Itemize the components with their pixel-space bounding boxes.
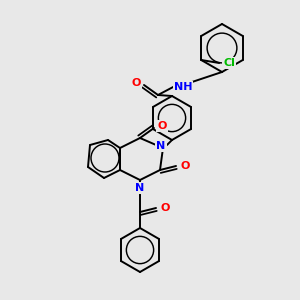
Text: O: O [160, 203, 170, 213]
Text: Cl: Cl [223, 58, 235, 68]
Text: O: O [157, 121, 167, 131]
Text: NH: NH [174, 82, 192, 92]
Text: O: O [131, 78, 141, 88]
Text: N: N [135, 183, 145, 193]
Text: N: N [156, 141, 166, 151]
Text: O: O [180, 161, 190, 171]
